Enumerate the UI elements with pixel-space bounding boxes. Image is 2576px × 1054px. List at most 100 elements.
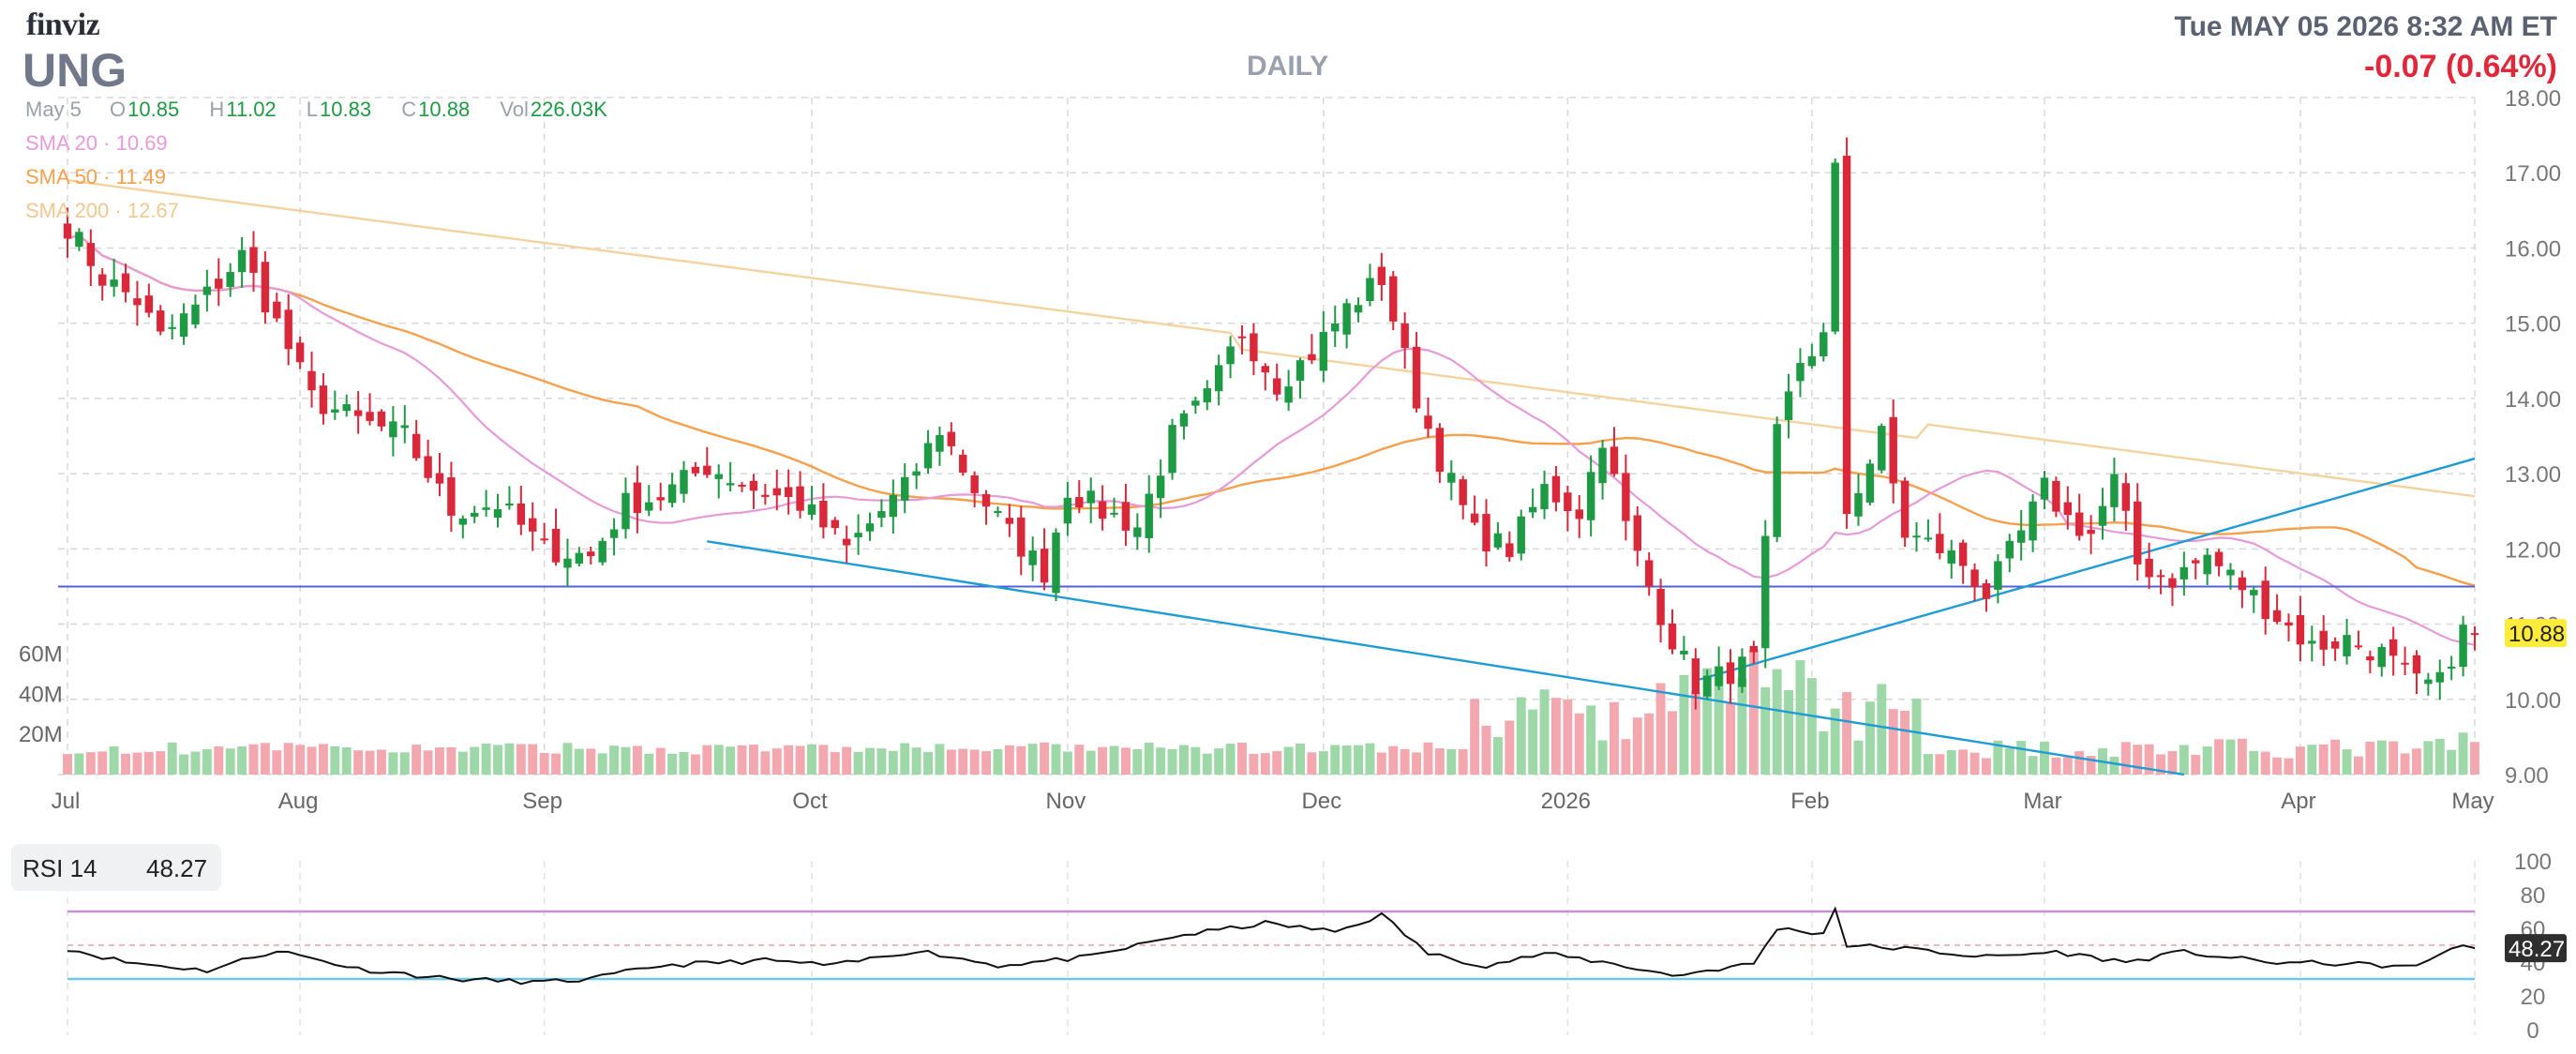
sma50-legend[interactable]: SMA 50 · 11.49	[25, 165, 167, 188]
candle	[237, 249, 247, 273]
candlesticks	[63, 137, 2479, 710]
volume-bar	[1993, 740, 2003, 775]
volume-bar	[1505, 720, 1515, 775]
volume-bar	[830, 752, 840, 775]
volume-bar	[1958, 749, 1969, 775]
volume-bar	[2179, 745, 2189, 775]
candle	[1295, 360, 1305, 381]
volume-bar	[1132, 748, 1143, 775]
volume-bar	[760, 751, 771, 775]
sma20-legend[interactable]: SMA 20 · 10.69	[25, 131, 168, 155]
volume-bar	[1981, 758, 1991, 775]
candle	[1121, 502, 1131, 531]
candle	[633, 482, 642, 514]
candle	[1633, 515, 1642, 551]
candle	[2343, 635, 2351, 656]
date-tick-label: Aug	[278, 789, 319, 814]
rsi-legend[interactable]	[11, 844, 221, 891]
volume-bar	[1249, 753, 1259, 775]
volume-bar	[1040, 742, 1050, 775]
candle	[1958, 542, 1968, 566]
candle	[75, 232, 83, 248]
volume-bar	[1760, 686, 1771, 775]
price-tick-label: 16.00	[2505, 236, 2561, 262]
candle	[1435, 428, 1445, 473]
candle	[2308, 640, 2316, 644]
sma200-legend[interactable]: SMA 200 · 12.67	[25, 199, 179, 222]
candle	[1551, 475, 1561, 503]
close-label: C	[401, 98, 417, 121]
candle	[1191, 400, 1200, 406]
candle	[261, 262, 270, 313]
candle	[575, 552, 584, 565]
candle	[2284, 622, 2293, 626]
volume-bars: 20M 40M 60M	[19, 641, 2479, 775]
volume-bar	[946, 749, 956, 775]
volume-bar	[969, 749, 980, 775]
volume-bar	[679, 751, 689, 775]
volume-bar	[1748, 649, 1759, 775]
volume-bar	[1621, 739, 1631, 775]
volume-bar	[528, 744, 538, 775]
candle	[738, 484, 746, 487]
volume-bar	[63, 754, 72, 775]
volume-bar	[388, 752, 398, 775]
volume-bar	[1726, 702, 1735, 775]
candle	[831, 519, 840, 529]
sma50-value: 11.49	[115, 165, 167, 188]
candle	[1331, 323, 1340, 332]
candle	[2272, 610, 2282, 623]
candle	[1226, 346, 1235, 365]
rsi-tick-label: 0	[2526, 1018, 2539, 1044]
volume-bar	[574, 748, 584, 775]
candle	[2330, 641, 2340, 649]
candle	[1784, 391, 1793, 420]
candle	[970, 474, 979, 493]
volume-bar	[1911, 699, 1922, 775]
volume-tick-label: 40M	[19, 682, 63, 707]
volume-bar	[2330, 739, 2341, 775]
volume-bar	[1737, 678, 1747, 775]
candle	[889, 494, 898, 518]
candle	[1924, 537, 1933, 540]
high-value: 11.02	[226, 98, 277, 121]
candle	[807, 504, 816, 515]
candle	[493, 508, 502, 518]
high-label: H	[209, 98, 225, 121]
volume-bar	[1434, 748, 1445, 775]
uptrend-line	[1695, 457, 2476, 682]
candle	[865, 523, 875, 532]
volume-bar	[2074, 751, 2085, 775]
volume-bar	[1272, 751, 1282, 775]
candle	[703, 465, 711, 475]
volume-bar	[551, 753, 562, 775]
volume-bar	[1098, 746, 1108, 775]
volume-bar	[737, 745, 747, 775]
volume-bar	[1423, 742, 1433, 775]
candle	[598, 540, 607, 563]
volume-bar	[2051, 757, 2061, 775]
volume-bar	[853, 751, 863, 775]
candle	[645, 502, 653, 511]
volume-bar	[2307, 745, 2317, 775]
candle	[1807, 355, 1817, 367]
volume-bar	[2458, 732, 2468, 775]
candle	[1831, 162, 1839, 332]
volume-bar	[2062, 757, 2073, 775]
candle	[249, 247, 258, 273]
candle	[1994, 561, 2002, 590]
volume-bar	[1295, 743, 1305, 775]
volume-bar	[993, 748, 1003, 775]
volume-bar	[1679, 674, 1689, 775]
volume-bar	[1539, 689, 1550, 775]
volume-bar	[667, 753, 678, 775]
chart-overlays	[58, 457, 2476, 776]
candle	[1738, 656, 1746, 687]
candle	[400, 425, 409, 429]
volume-bar	[341, 746, 352, 775]
candle	[2192, 560, 2200, 564]
volume-bar	[1655, 683, 1666, 775]
candle	[563, 558, 572, 568]
volume-bar	[562, 743, 573, 775]
finviz-logo[interactable]: finviz	[26, 8, 100, 42]
